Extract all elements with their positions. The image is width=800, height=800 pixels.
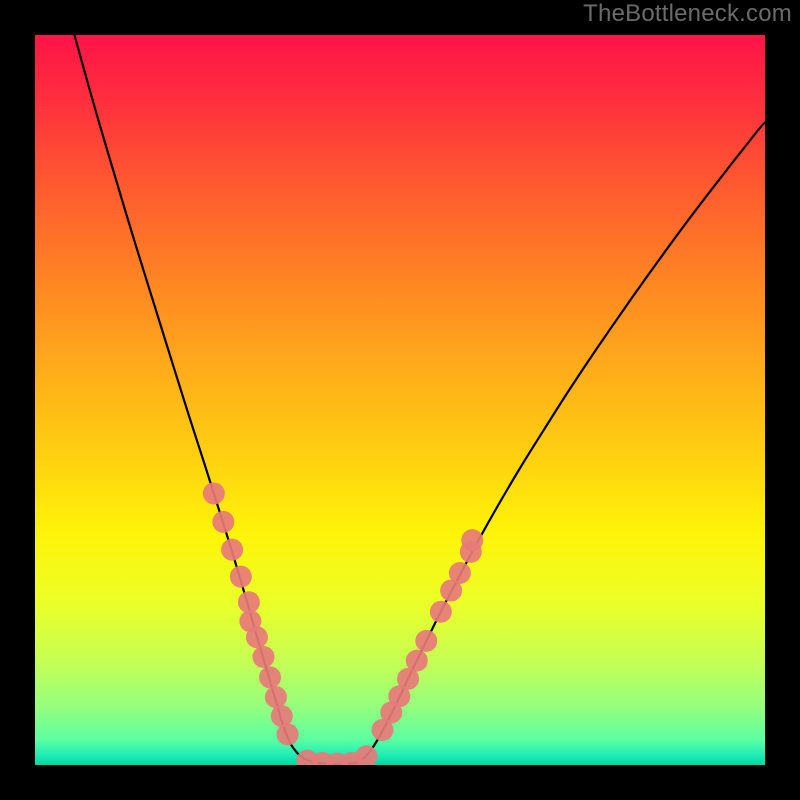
chart-canvas	[0, 0, 800, 800]
data-marker	[277, 723, 299, 745]
data-marker	[203, 482, 225, 504]
plot-background	[35, 35, 765, 765]
data-marker	[355, 745, 377, 767]
data-marker	[221, 539, 243, 561]
data-marker	[461, 529, 483, 551]
data-marker	[259, 666, 281, 688]
data-marker	[246, 626, 268, 648]
data-marker	[230, 566, 252, 588]
data-marker	[415, 630, 437, 652]
data-marker	[265, 686, 287, 708]
watermark-text: TheBottleneck.com	[583, 0, 792, 28]
stage: TheBottleneck.com	[0, 0, 800, 800]
data-marker	[212, 511, 234, 533]
data-marker	[252, 646, 274, 668]
data-marker	[449, 562, 471, 584]
data-marker	[406, 650, 428, 672]
data-marker	[238, 591, 260, 613]
data-marker	[430, 601, 452, 623]
